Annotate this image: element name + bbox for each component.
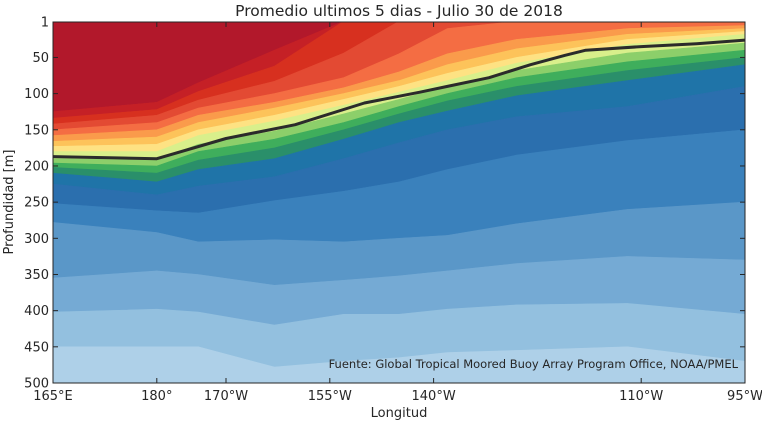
y-tick-label: 400 xyxy=(24,304,49,319)
y-tick-label: 450 xyxy=(24,340,49,355)
y-tick-label: 500 xyxy=(24,377,49,392)
source-annotation: Fuente: Global Tropical Moored Buoy Arra… xyxy=(329,357,739,371)
contour-band xyxy=(53,346,745,383)
thermocline-layer xyxy=(53,38,745,161)
y-tick-label: 250 xyxy=(24,196,49,211)
x-tick-label: 155°W xyxy=(308,389,352,404)
y-tick-label: 100 xyxy=(24,87,49,102)
y-axis-label: Profundidad [m] xyxy=(2,150,17,255)
thermocline-line xyxy=(53,38,745,161)
x-tick-label: 95°W xyxy=(727,389,762,404)
x-tick-label: 140°W xyxy=(412,389,456,404)
chart-title: Promedio ultimos 5 dias - Julio 30 de 20… xyxy=(235,2,563,20)
y-tick-label: 150 xyxy=(24,123,49,138)
x-tick-label: 165°E xyxy=(33,389,73,404)
y-tick-label: 350 xyxy=(24,268,49,283)
y-tick-label: 50 xyxy=(32,51,49,66)
x-tick-label: 180° xyxy=(141,389,172,404)
x-axis: 165°E 180° 170°W 155°W 140°W 110°W 95°W xyxy=(33,22,762,404)
y-tick-label: 300 xyxy=(24,232,49,247)
x-axis-label: Longitud xyxy=(371,406,428,421)
y-tick-label: 1 xyxy=(41,16,49,31)
contour-bands xyxy=(53,22,745,383)
x-tick-label: 170°W xyxy=(204,389,248,404)
x-tick-label: 110°W xyxy=(619,389,663,404)
y-tick-label: 200 xyxy=(24,159,49,174)
